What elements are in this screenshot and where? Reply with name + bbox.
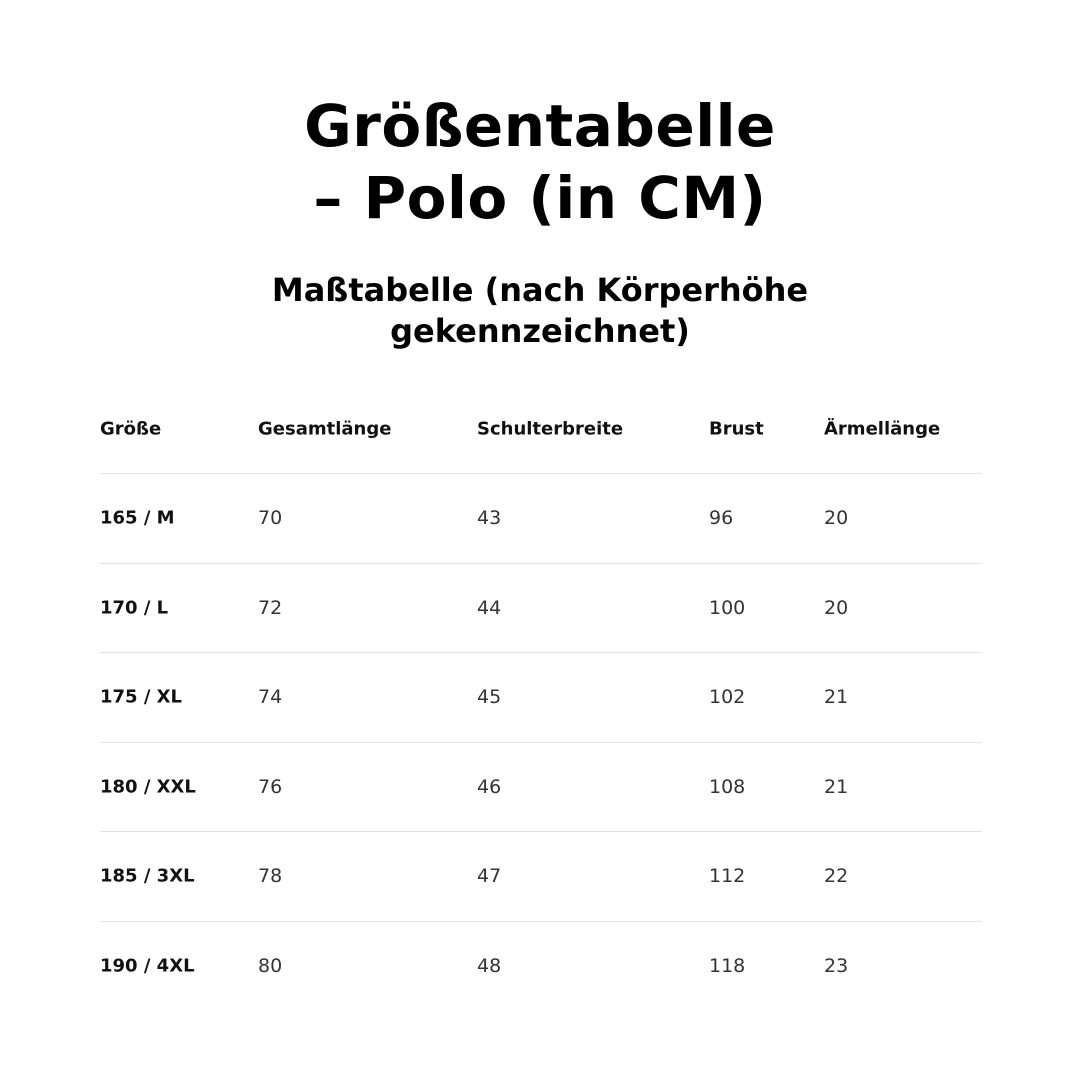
cell-size: 175 / XL <box>100 686 183 708</box>
cell-sleeve-length: 21 <box>824 686 849 709</box>
cell-chest: 100 <box>709 596 746 619</box>
cell-total-length: 72 <box>258 596 283 619</box>
cell-chest: 112 <box>709 865 746 888</box>
cell-shoulder-width: 44 <box>477 596 502 619</box>
cell-total-length: 78 <box>258 865 283 888</box>
header-size: Größe <box>100 418 162 439</box>
header-shoulder-width: Schulterbreite <box>477 418 624 439</box>
page-title: Größentabelle – Polo (in CM) <box>0 90 1080 234</box>
size-table: Größe Gesamtlänge Schulterbreite Brust Ä… <box>100 384 982 1011</box>
cell-size: 180 / XXL <box>100 776 196 798</box>
header-total-length: Gesamtlänge <box>258 418 392 439</box>
cell-total-length: 70 <box>258 507 283 530</box>
cell-shoulder-width: 46 <box>477 775 502 798</box>
cell-sleeve-length: 21 <box>824 775 849 798</box>
table-row: 165 / M 70 43 96 20 <box>100 474 982 564</box>
subtitle: Maßtabelle (nach Körperhöhe gekennzeichn… <box>0 270 1080 352</box>
cell-shoulder-width: 47 <box>477 865 502 888</box>
cell-size: 190 / 4XL <box>100 955 195 977</box>
cell-sleeve-length: 23 <box>824 955 849 978</box>
cell-size: 170 / L <box>100 597 169 619</box>
cell-shoulder-width: 48 <box>477 955 502 978</box>
table-row: 185 / 3XL 78 47 112 22 <box>100 832 982 922</box>
cell-chest: 108 <box>709 775 746 798</box>
cell-chest: 118 <box>709 955 746 978</box>
cell-shoulder-width: 43 <box>477 507 502 530</box>
title-line-1: Größentabelle <box>304 92 776 160</box>
subtitle-line-2: gekennzeichnet) <box>390 312 690 350</box>
cell-total-length: 74 <box>258 686 283 709</box>
cell-chest: 96 <box>709 507 734 530</box>
cell-total-length: 76 <box>258 775 283 798</box>
table-header-row: Größe Gesamtlänge Schulterbreite Brust Ä… <box>100 384 982 474</box>
cell-sleeve-length: 20 <box>824 507 849 530</box>
table-row: 175 / XL 74 45 102 21 <box>100 653 982 743</box>
cell-shoulder-width: 45 <box>477 686 502 709</box>
cell-size: 185 / 3XL <box>100 865 195 887</box>
cell-size: 165 / M <box>100 507 175 529</box>
cell-sleeve-length: 22 <box>824 865 849 888</box>
table-row: 190 / 4XL 80 48 118 23 <box>100 922 982 1012</box>
table-row: 180 / XXL 76 46 108 21 <box>100 743 982 832</box>
table-row: 170 / L 72 44 100 20 <box>100 564 982 653</box>
header-chest: Brust <box>709 418 764 439</box>
title-line-2: – Polo (in CM) <box>313 164 767 232</box>
header-sleeve-length: Ärmellänge <box>824 418 941 439</box>
subtitle-line-1: Maßtabelle (nach Körperhöhe <box>271 271 809 309</box>
cell-total-length: 80 <box>258 955 283 978</box>
cell-chest: 102 <box>709 686 746 709</box>
cell-sleeve-length: 20 <box>824 596 849 619</box>
